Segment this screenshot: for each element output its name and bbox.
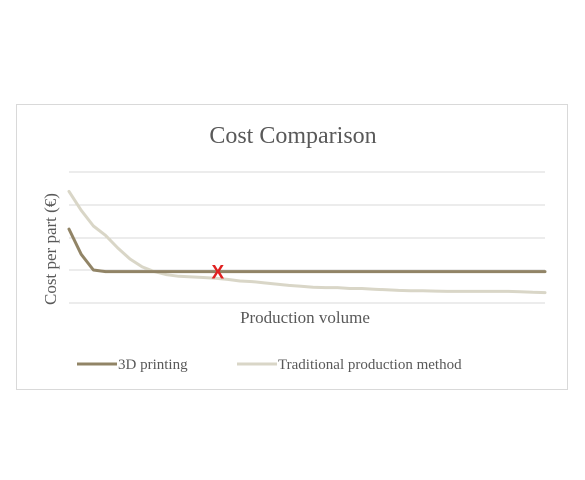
legend-label-3d-printing: 3D printing (118, 357, 188, 373)
x-axis-label: Production volume (240, 308, 370, 327)
gridlines (69, 171, 545, 304)
series-line-traditional (67, 189, 547, 295)
legend: 3D printing Traditional production metho… (77, 357, 462, 373)
line-chart: Cost Comparison X Production volume Cost… (41, 123, 547, 373)
series-lines (67, 189, 547, 295)
y-axis-label: Cost per part (€) (41, 193, 60, 305)
legend-label-traditional: Traditional production method (278, 357, 462, 373)
chart-title: Cost Comparison (209, 123, 376, 149)
intersection-marker: X (212, 263, 225, 284)
series-line-3d-printing (67, 227, 547, 274)
chart-frame: Cost Comparison X Production volume Cost… (16, 104, 568, 390)
